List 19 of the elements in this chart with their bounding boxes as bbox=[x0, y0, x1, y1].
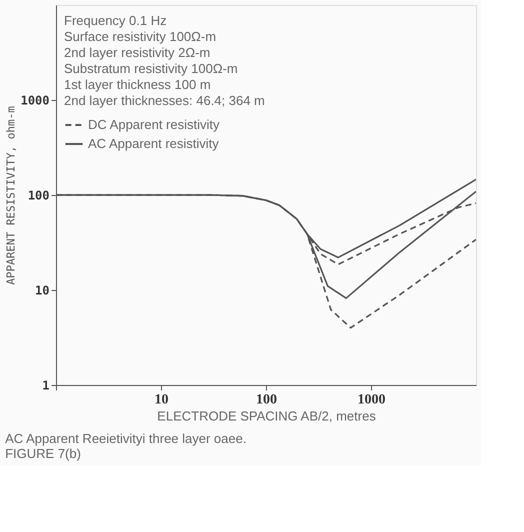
text: AC Apparent Reeietivityi three layer oaee. bbox=[5, 431, 246, 446]
y-axis-title: APPARENT RESISTIVITY, ohm-m bbox=[4, 106, 18, 285]
annotation: 2nd layer resistivity 2Ω-m bbox=[64, 45, 210, 60]
annotation: Frequency 0.1 Hz bbox=[64, 13, 167, 28]
annotation: 2nd layer thicknesses: 46.4; 364 m bbox=[64, 93, 265, 108]
legend-label: DC Apparent resistivity bbox=[88, 117, 220, 132]
x-tick-label: 10 bbox=[154, 392, 168, 408]
annotation: Surface resistivity 100Ω-m bbox=[64, 29, 216, 44]
legend-label: AC Apparent resistivity bbox=[88, 136, 220, 151]
x-axis-title: ELECTRODE SPACING AB/2, metres bbox=[157, 408, 376, 424]
caption: FIGURE 7(b) bbox=[5, 446, 81, 461]
y-tick-label: 1 bbox=[42, 378, 50, 392]
y-tick-label: 100 bbox=[28, 188, 50, 202]
x-tick-label: 1000 bbox=[358, 392, 386, 408]
annotation: Substratum resistivity 100Ω-m bbox=[64, 61, 238, 76]
annotation: 1st layer thickness 100 m bbox=[64, 77, 211, 92]
y-tick-label: 10 bbox=[35, 284, 50, 298]
y-tick-label: 1000 bbox=[20, 94, 50, 108]
x-tick-label: 100 bbox=[256, 392, 277, 408]
